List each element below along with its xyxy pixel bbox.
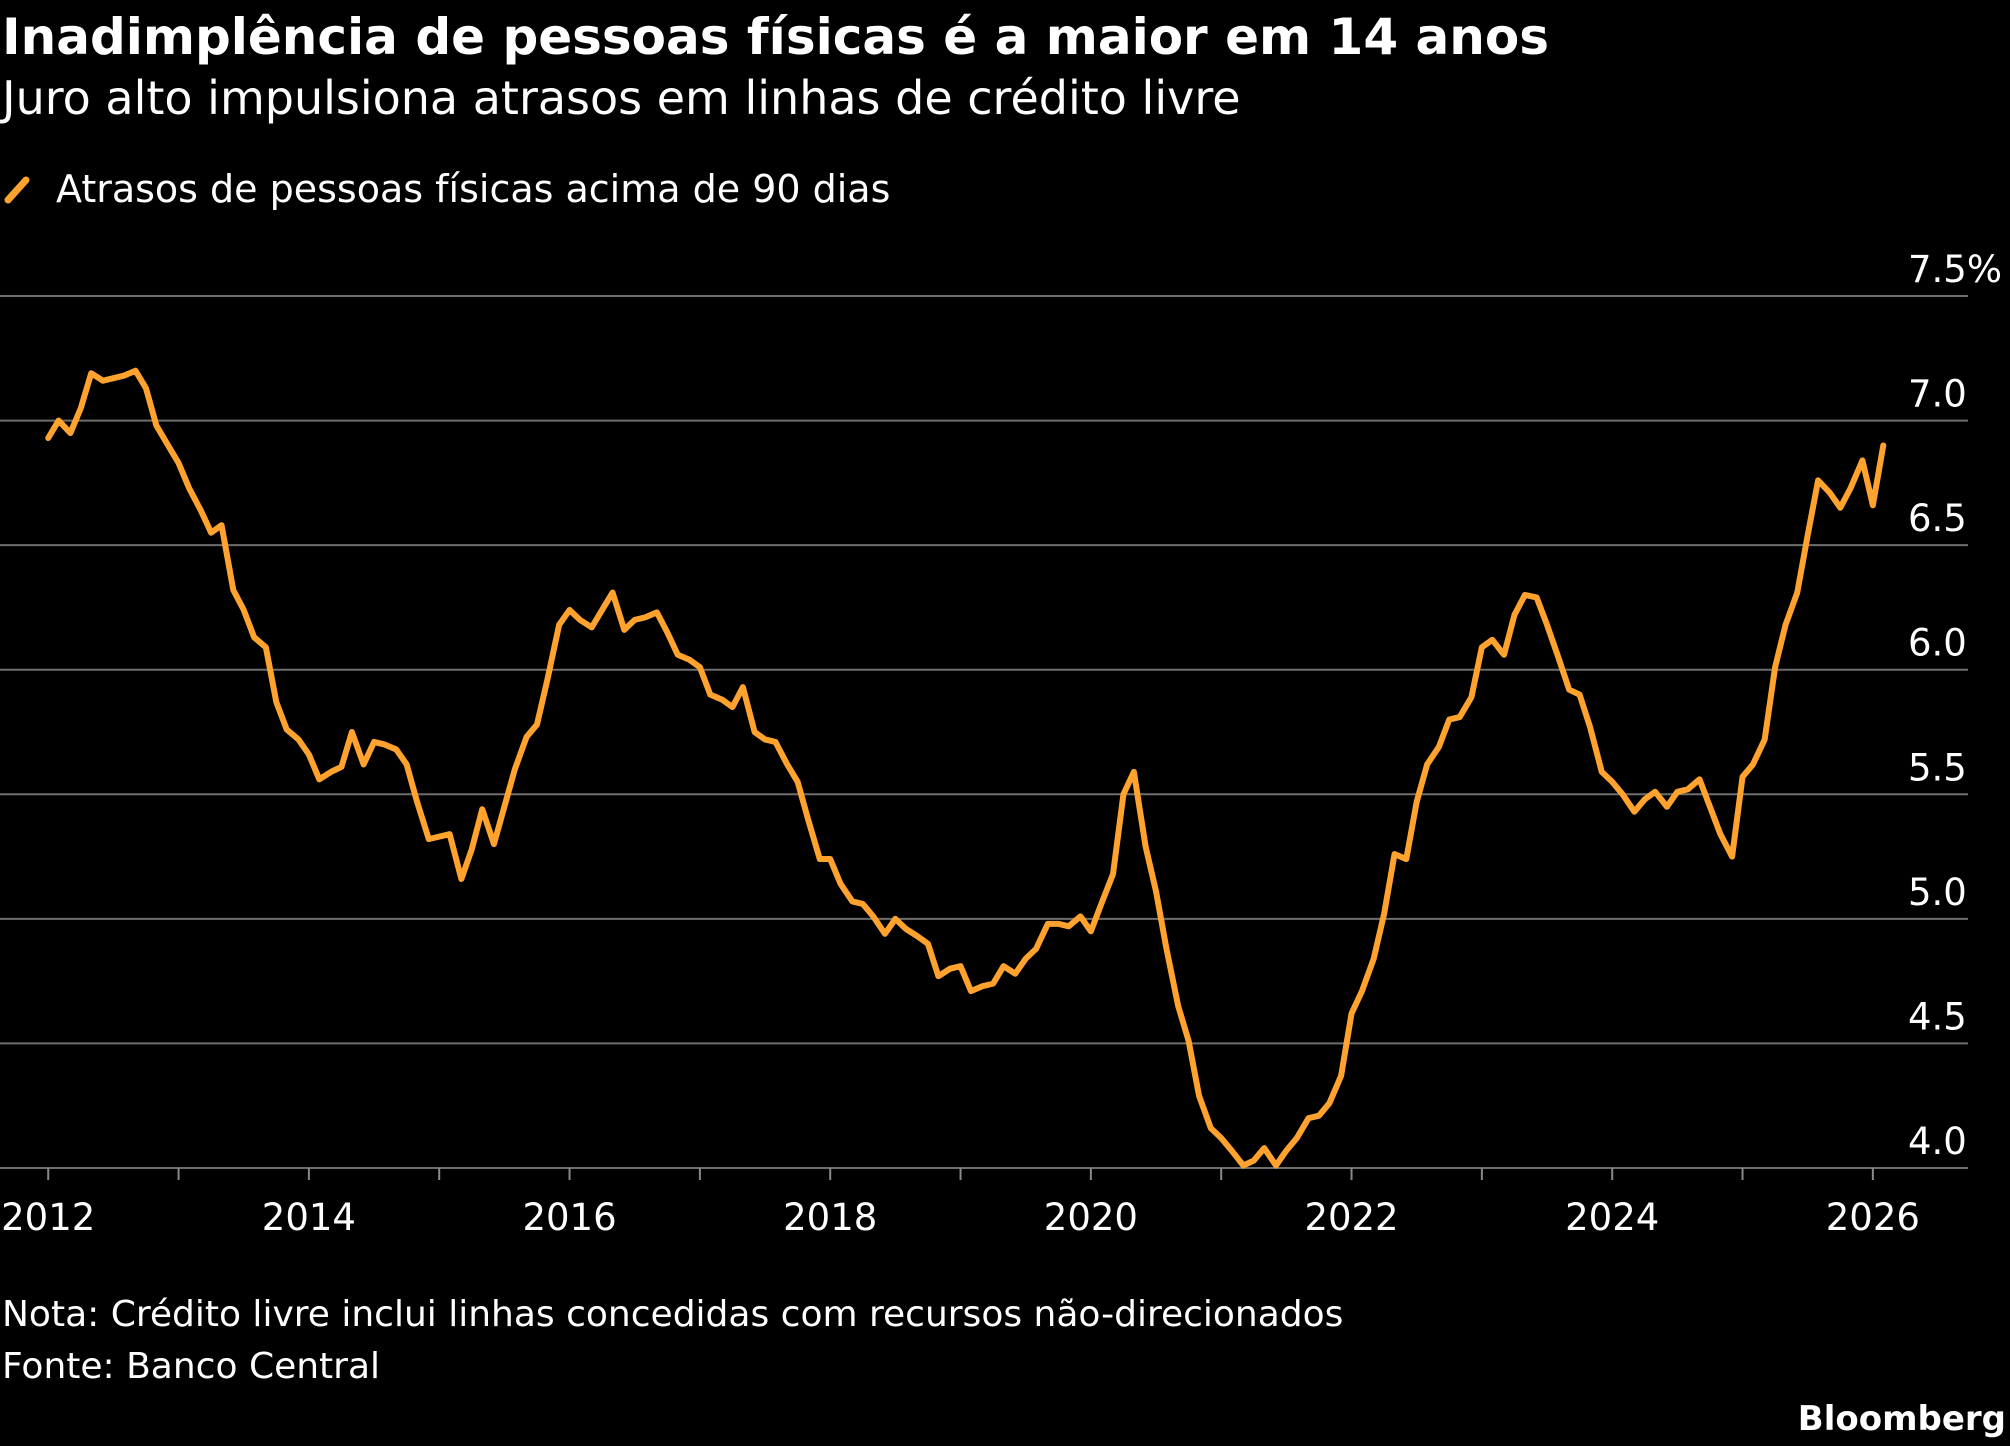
y-tick-label: 6.5 bbox=[1908, 497, 1967, 540]
note: Nota: Crédito livre inclui linhas conced… bbox=[2, 1294, 1343, 1335]
x-tick-label: 2016 bbox=[522, 1196, 616, 1239]
x-tick-label: 2022 bbox=[1304, 1196, 1398, 1239]
y-tick-label: 7.0 bbox=[1908, 373, 1967, 416]
legend-swatch bbox=[4, 176, 30, 204]
y-tick-label: 6.0 bbox=[1908, 622, 1967, 665]
chart-title: Inadimplência de pessoas físicas é a mai… bbox=[2, 8, 1549, 66]
x-tick-label: 2026 bbox=[1826, 1196, 1920, 1239]
legend-label: Atrasos de pessoas físicas acima de 90 d… bbox=[56, 167, 890, 211]
y-tick-label: 4.0 bbox=[1908, 1120, 1967, 1163]
y-tick-label: 7.5% bbox=[1908, 248, 2002, 291]
x-tick-label: 2020 bbox=[1044, 1196, 1138, 1239]
source: Fonte: Banco Central bbox=[2, 1346, 380, 1387]
brand: Bloomberg bbox=[1798, 1399, 2006, 1439]
x-tick-label: 2018 bbox=[783, 1196, 877, 1239]
x-tick-label: 2024 bbox=[1565, 1196, 1659, 1239]
y-tick-label: 5.5 bbox=[1908, 746, 1967, 789]
x-tick-label: 2014 bbox=[262, 1196, 356, 1239]
series-line bbox=[45, 367, 1887, 1169]
y-tick-label: 5.0 bbox=[1908, 871, 1967, 914]
chart-subtitle: Juro alto impulsiona atrasos em linhas d… bbox=[0, 71, 1241, 125]
y-tick-label: 4.5 bbox=[1908, 995, 1967, 1038]
x-tick-label: 2012 bbox=[1, 1196, 95, 1239]
